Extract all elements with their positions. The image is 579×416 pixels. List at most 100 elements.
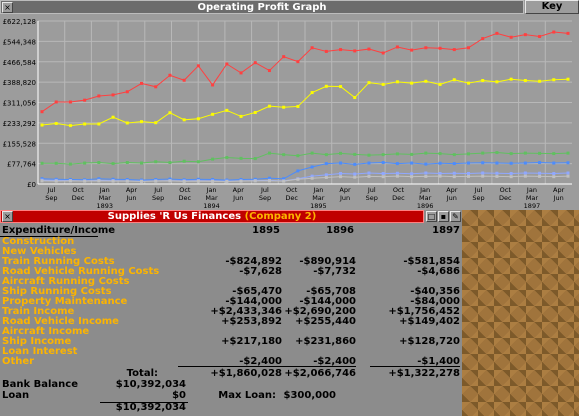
data-point xyxy=(239,114,243,118)
finance-row-value: -$2,400 xyxy=(239,356,282,367)
finance-row-value: -$144,000 xyxy=(225,296,282,307)
data-point xyxy=(125,161,129,165)
collapse-icon[interactable]: □ xyxy=(426,211,437,222)
data-point xyxy=(424,171,428,175)
x-tick-label: Jan xyxy=(206,186,217,194)
data-point xyxy=(466,81,470,85)
data-point xyxy=(182,78,186,82)
finance-row-label: Other xyxy=(2,356,35,367)
finance-row-value: -$824,892 xyxy=(225,256,282,267)
close-icon[interactable]: × xyxy=(2,2,13,13)
data-point xyxy=(538,34,542,38)
finance-row-label: Train Running Costs xyxy=(2,256,115,267)
shade-icon[interactable]: ▪ xyxy=(438,211,449,222)
data-point xyxy=(353,152,357,156)
close-icon[interactable]: × xyxy=(2,211,13,222)
data-point xyxy=(538,79,542,83)
finance-row-value: +$2,433,346 xyxy=(210,306,282,317)
y-tick-label: £77,764 xyxy=(7,161,36,169)
data-point xyxy=(239,71,243,75)
data-point xyxy=(495,80,499,84)
year-1895: 1895 xyxy=(252,225,280,236)
x-tick-label: Apr xyxy=(233,186,245,194)
expenditure-income-header: Expenditure/Income xyxy=(2,225,116,236)
data-point xyxy=(367,81,371,85)
finance-row-value: +$1,756,452 xyxy=(388,306,460,317)
x-tick-label: Sep xyxy=(45,194,57,202)
data-point xyxy=(523,174,527,178)
finance-row-value: +$128,720 xyxy=(399,336,460,347)
x-tick-label: Mar xyxy=(526,194,539,202)
sticky-pin-icon[interactable]: ✎ xyxy=(450,211,461,222)
data-point xyxy=(538,151,542,155)
data-point xyxy=(466,174,470,178)
data-point xyxy=(83,179,87,183)
data-point xyxy=(395,162,399,166)
total-1897: +$1,322,278 xyxy=(388,368,460,379)
finance-row-value: -$7,628 xyxy=(239,266,282,277)
data-point xyxy=(552,175,556,179)
data-point xyxy=(466,46,470,50)
data-point xyxy=(381,153,385,157)
x-tick-label: Oct xyxy=(500,186,512,194)
data-point xyxy=(495,171,499,175)
x-tick-label: Oct xyxy=(72,186,84,194)
data-point xyxy=(552,152,556,156)
data-point xyxy=(324,175,328,179)
y-tick-label: £544,348 xyxy=(3,38,36,46)
data-point xyxy=(324,162,328,166)
bank-balance-value: $10,392,034 xyxy=(115,379,186,390)
finances-window: Supplies 'R Us Finances (Company 2) × □ … xyxy=(0,210,462,416)
data-point xyxy=(310,91,314,95)
data-point xyxy=(438,82,442,86)
data-point xyxy=(381,175,385,179)
terrain-view[interactable] xyxy=(462,210,579,416)
data-point xyxy=(239,179,243,183)
data-point xyxy=(381,172,385,176)
data-point xyxy=(481,151,485,155)
graph-window-title: Operating Profit Graph xyxy=(197,2,327,13)
data-point xyxy=(552,172,556,176)
total-separator-1896 xyxy=(272,366,356,367)
data-point xyxy=(196,179,200,183)
data-point xyxy=(225,179,229,183)
series-line xyxy=(42,152,569,165)
x-tick-label: Dec xyxy=(285,194,298,202)
data-point xyxy=(168,73,172,77)
data-point xyxy=(367,153,371,157)
y-tick-label: £388,820 xyxy=(3,79,36,87)
data-point xyxy=(395,45,399,49)
finance-company-label: (Company 2) xyxy=(244,211,317,222)
data-point xyxy=(509,175,513,179)
key-button[interactable]: Key xyxy=(525,0,579,14)
finance-row-label: Ship Running Costs xyxy=(2,286,112,297)
finance-row-label: Ship Income xyxy=(2,336,72,347)
x-tick-label: Sep xyxy=(152,194,164,202)
data-point xyxy=(523,33,527,37)
data-point xyxy=(40,110,44,114)
data-point xyxy=(97,177,101,181)
data-point xyxy=(424,46,428,50)
data-point xyxy=(111,162,115,166)
x-tick-label: Jan xyxy=(526,186,537,194)
data-point xyxy=(523,171,527,175)
total-label: Total: xyxy=(126,368,158,379)
x-tick-label: Jun xyxy=(125,194,136,202)
data-point xyxy=(267,176,271,180)
total-separator-1897 xyxy=(370,366,460,367)
data-point xyxy=(552,78,556,82)
data-point xyxy=(211,83,215,87)
graph-title-bar[interactable]: Operating Profit Graph xyxy=(0,0,524,14)
data-point xyxy=(452,162,456,166)
data-point xyxy=(310,165,314,169)
data-point xyxy=(97,161,101,165)
data-point xyxy=(410,152,414,156)
finance-row-value: -$144,000 xyxy=(299,296,356,307)
data-point xyxy=(267,69,271,73)
year-1897: 1897 xyxy=(432,225,460,236)
data-point xyxy=(154,85,158,89)
max-loan-value: $300,000 xyxy=(283,390,336,401)
finance-title-bar[interactable]: Supplies 'R Us Finances (Company 2) xyxy=(0,210,424,223)
data-point xyxy=(154,121,158,125)
finance-row-label: Property Maintenance xyxy=(2,296,128,307)
